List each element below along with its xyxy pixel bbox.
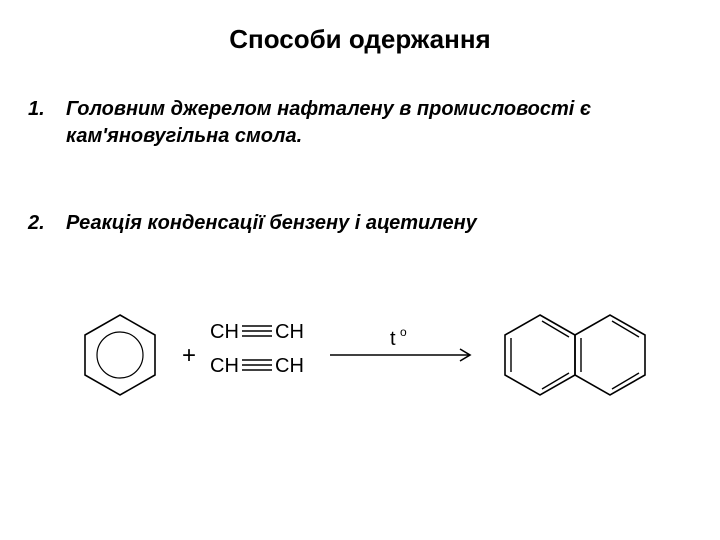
slide: Способи одержання 1. Головним джерелом н… — [0, 0, 720, 540]
arrow-label-sup: o — [400, 325, 407, 339]
reaction-svg: + CH CH CH CH — [70, 280, 660, 430]
list-text-1: Головним джерелом нафталену в промислово… — [66, 96, 668, 150]
triple-bond-2 — [242, 360, 272, 370]
acetylene-ch-2b: CH — [275, 355, 304, 377]
acetylene-ch-1b: CH — [275, 321, 304, 343]
plus-sign: + — [182, 342, 196, 369]
reaction-arrow: t o — [330, 325, 470, 361]
list-item-1: 1. Головним джерелом нафталену в промисл… — [28, 96, 668, 150]
list-item-2: 2. Реакція конденсації бензену і ацетиле… — [28, 210, 668, 237]
reaction-equation: + CH CH CH CH — [70, 280, 660, 430]
benzene-icon — [85, 315, 155, 395]
naphthalene-icon — [505, 315, 645, 395]
acetylene-ch-2a: CH — [210, 355, 239, 377]
list-text-2: Реакція конденсації бензену і ацетилену — [66, 210, 668, 237]
list-number-2: 2. — [28, 210, 66, 237]
triple-bond-1 — [242, 326, 272, 336]
page-title: Способи одержання — [0, 24, 720, 55]
arrow-label-t: t — [390, 328, 396, 350]
list-number-1: 1. — [28, 96, 66, 123]
acetylene-ch-1a: CH — [210, 321, 239, 343]
acetylene-group: CH CH CH CH — [210, 321, 304, 377]
